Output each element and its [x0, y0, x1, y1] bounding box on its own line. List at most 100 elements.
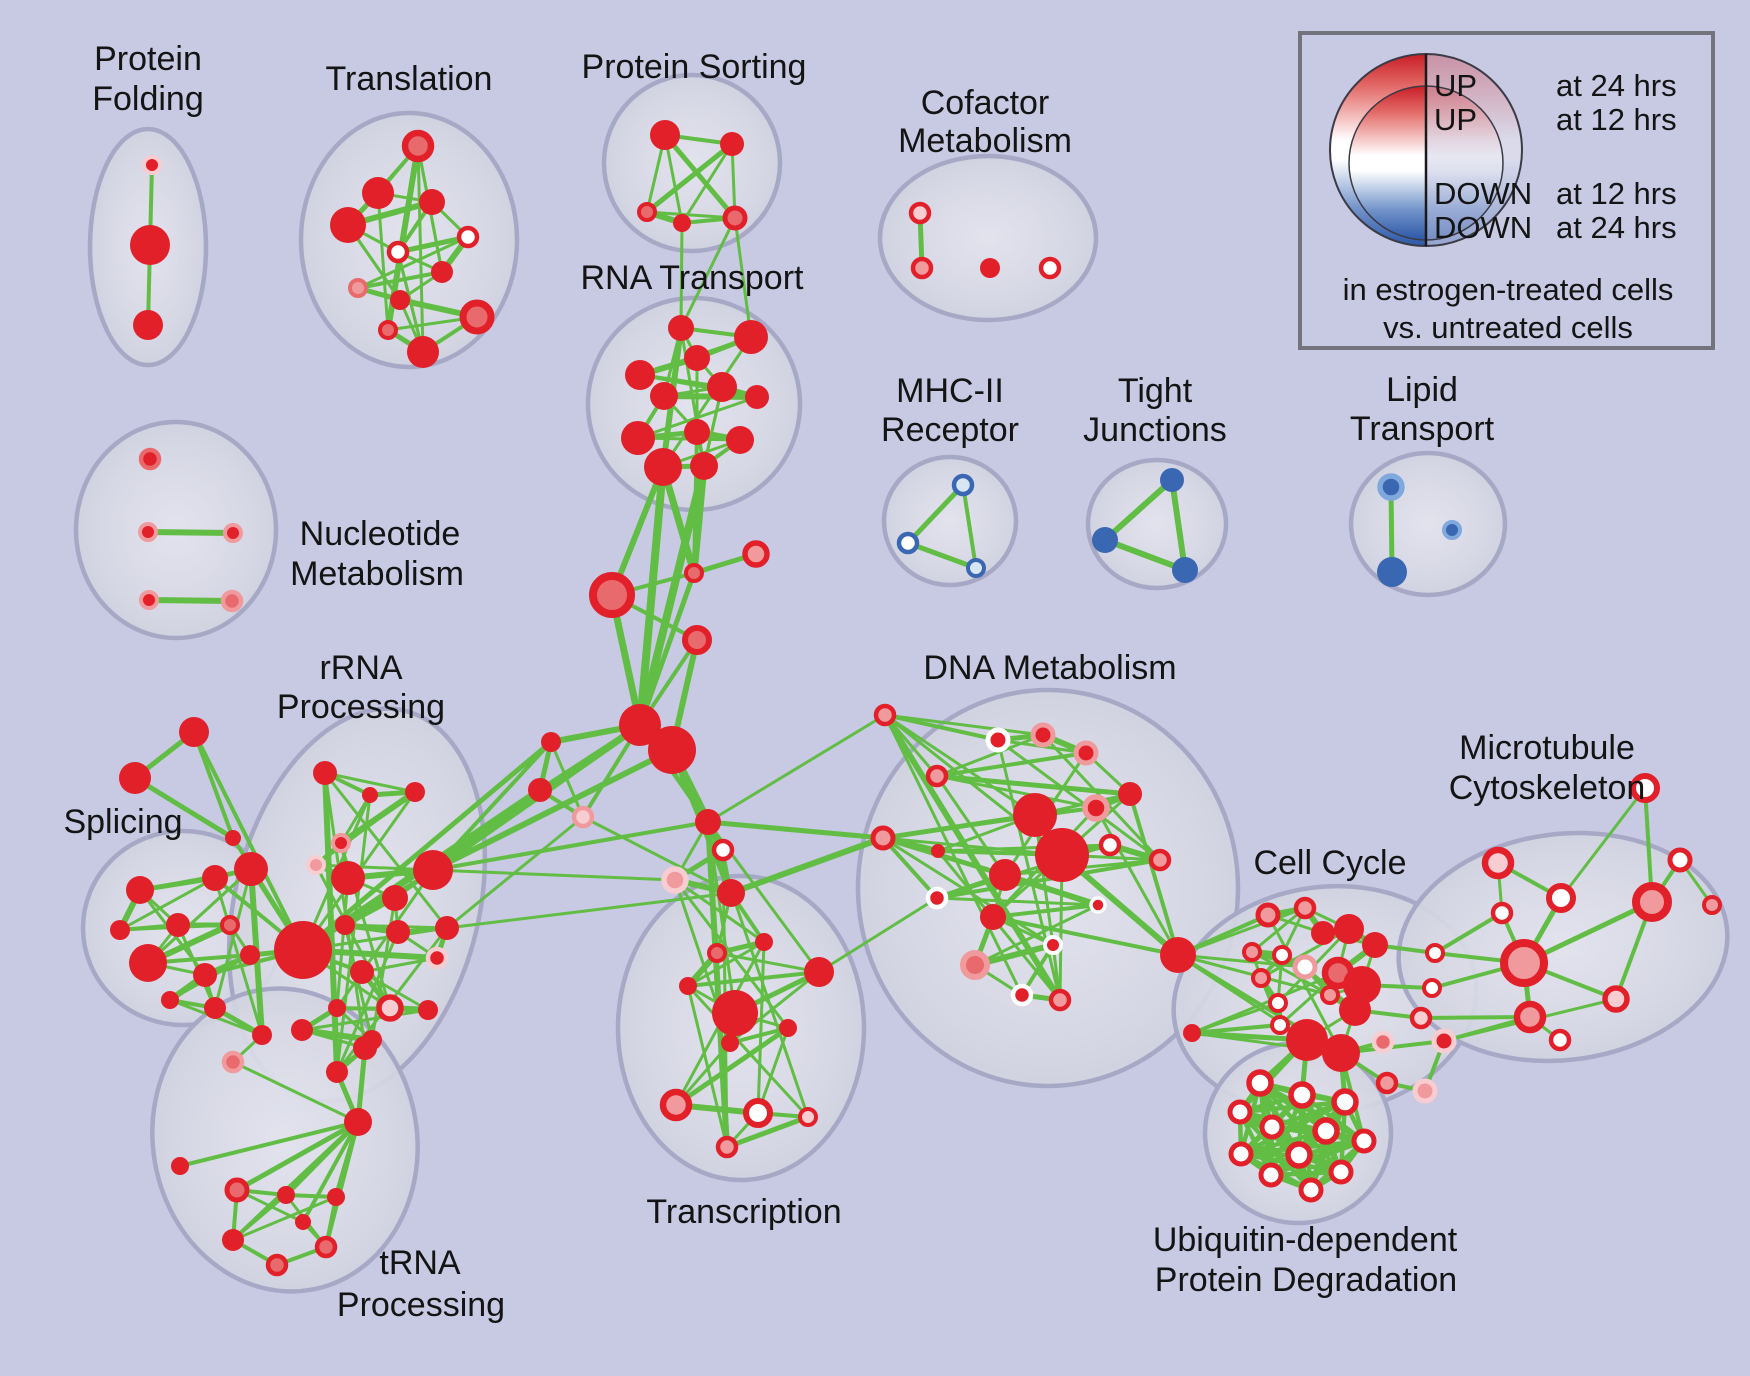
network-node[interactable]: [204, 997, 226, 1019]
network-node[interactable]: [1311, 921, 1335, 945]
network-node[interactable]: [401, 129, 435, 163]
network-node[interactable]: [376, 994, 404, 1022]
network-node[interactable]: [798, 1107, 818, 1127]
network-node[interactable]: [1246, 1069, 1274, 1097]
network-node[interactable]: [1183, 1024, 1201, 1042]
network-node[interactable]: [1010, 983, 1034, 1007]
network-node[interactable]: [1490, 901, 1514, 925]
network-node[interactable]: [650, 382, 678, 410]
network-node[interactable]: [425, 946, 449, 970]
network-node[interactable]: [745, 385, 769, 409]
network-node[interactable]: [712, 990, 758, 1036]
network-node[interactable]: [353, 1036, 377, 1060]
network-node[interactable]: [1082, 794, 1110, 822]
network-node[interactable]: [224, 1177, 250, 1203]
network-node[interactable]: [721, 1034, 739, 1052]
network-node[interactable]: [348, 278, 368, 298]
network-node[interactable]: [1272, 945, 1292, 965]
network-node[interactable]: [1293, 896, 1317, 920]
network-node[interactable]: [726, 426, 754, 454]
network-node[interactable]: [1351, 1128, 1377, 1154]
network-node[interactable]: [306, 855, 326, 875]
network-node[interactable]: [330, 207, 366, 243]
network-node[interactable]: [1481, 846, 1515, 880]
network-node[interactable]: [1320, 985, 1340, 1005]
network-node[interactable]: [1048, 988, 1072, 1012]
network-node[interactable]: [274, 921, 332, 979]
network-node[interactable]: [980, 904, 1006, 930]
network-node[interactable]: [668, 315, 694, 341]
network-node[interactable]: [695, 809, 721, 835]
network-node[interactable]: [1242, 942, 1262, 962]
network-node[interactable]: [1285, 1141, 1313, 1169]
network-node[interactable]: [1422, 978, 1442, 998]
network-node[interactable]: [413, 850, 453, 890]
network-node[interactable]: [684, 345, 710, 371]
network-node[interactable]: [252, 1025, 272, 1045]
network-node[interactable]: [1546, 883, 1576, 913]
network-node[interactable]: [328, 999, 346, 1017]
network-node[interactable]: [661, 866, 689, 894]
network-node[interactable]: [119, 762, 151, 794]
network-node[interactable]: [1371, 1030, 1395, 1054]
network-node[interactable]: [277, 1186, 295, 1204]
network-node[interactable]: [720, 132, 744, 156]
network-node[interactable]: [179, 717, 209, 747]
network-node[interactable]: [223, 523, 243, 543]
network-node[interactable]: [684, 419, 710, 445]
network-node[interactable]: [1259, 1114, 1285, 1140]
network-node[interactable]: [130, 225, 170, 265]
network-node[interactable]: [344, 1108, 372, 1136]
network-node[interactable]: [171, 1157, 189, 1175]
network-node[interactable]: [1548, 1028, 1572, 1052]
network-node[interactable]: [405, 782, 425, 802]
network-node[interactable]: [331, 833, 351, 853]
network-node[interactable]: [1035, 828, 1089, 882]
network-node[interactable]: [1375, 1071, 1399, 1095]
network-node[interactable]: [1286, 1019, 1328, 1061]
network-node[interactable]: [1409, 1006, 1433, 1030]
network-node[interactable]: [989, 859, 1021, 891]
network-node[interactable]: [265, 1253, 289, 1277]
network-node[interactable]: [418, 1000, 438, 1020]
network-node[interactable]: [138, 522, 158, 542]
network-node[interactable]: [980, 258, 1000, 278]
network-node[interactable]: [690, 452, 718, 480]
network-node[interactable]: [925, 764, 949, 788]
network-node[interactable]: [722, 205, 748, 231]
network-node[interactable]: [528, 778, 552, 802]
network-node[interactable]: [925, 886, 949, 910]
network-node[interactable]: [707, 372, 737, 402]
network-node[interactable]: [234, 852, 268, 886]
network-node[interactable]: [1118, 782, 1142, 806]
network-node[interactable]: [1030, 722, 1056, 748]
network-node[interactable]: [335, 915, 355, 935]
network-node[interactable]: [779, 1019, 797, 1037]
network-node[interactable]: [682, 625, 712, 655]
network-node[interactable]: [1227, 1099, 1253, 1125]
network-node[interactable]: [1328, 1159, 1354, 1185]
network-node[interactable]: [541, 732, 561, 752]
network-node[interactable]: [435, 916, 459, 940]
network-node[interactable]: [138, 447, 162, 471]
network-node[interactable]: [1377, 557, 1407, 587]
network-node[interactable]: [133, 310, 163, 340]
network-node[interactable]: [378, 320, 398, 340]
network-node[interactable]: [637, 202, 657, 222]
network-node[interactable]: [456, 225, 480, 249]
network-node[interactable]: [1268, 993, 1288, 1013]
network-node[interactable]: [910, 256, 934, 280]
network-node[interactable]: [1270, 1015, 1290, 1035]
network-node[interactable]: [407, 336, 439, 368]
network-node[interactable]: [220, 589, 244, 613]
network-node[interactable]: [350, 960, 374, 984]
network-node[interactable]: [1298, 1177, 1324, 1203]
network-node[interactable]: [1255, 902, 1281, 928]
network-node[interactable]: [129, 944, 167, 982]
network-node[interactable]: [648, 726, 696, 774]
network-node[interactable]: [1667, 847, 1693, 873]
network-node[interactable]: [1442, 520, 1462, 540]
network-node[interactable]: [142, 155, 162, 175]
network-node[interactable]: [707, 943, 727, 963]
network-node[interactable]: [1038, 256, 1062, 280]
